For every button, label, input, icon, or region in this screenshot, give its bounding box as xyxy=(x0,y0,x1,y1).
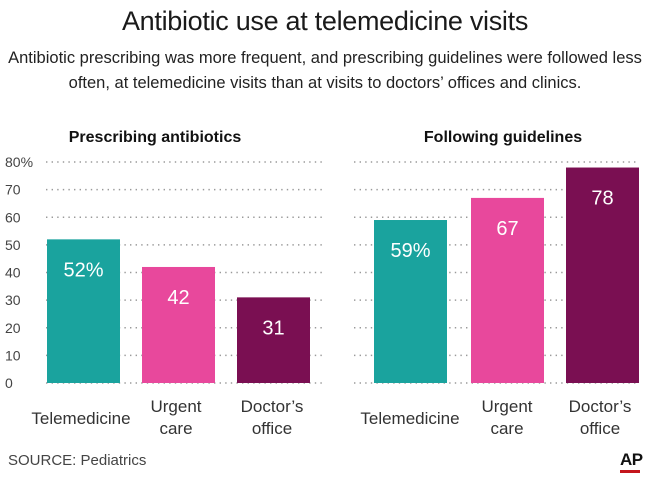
category-label: Urgent care xyxy=(481,397,532,438)
bar-value-label: 78 xyxy=(591,188,613,210)
category-label: Urgent care xyxy=(150,397,201,438)
bar-value-label: 31 xyxy=(262,317,284,339)
chart-title-2: Following guidelines xyxy=(424,129,582,146)
category-label: Doctor’s office xyxy=(241,397,304,438)
y-tick-label: 20 xyxy=(5,320,21,336)
category-label: Doctor’s office xyxy=(569,397,632,438)
bar-1-1 xyxy=(47,239,120,383)
bar-2-2 xyxy=(471,197,544,383)
y-tick-label: 50 xyxy=(5,237,21,253)
page-subtitle: Antibiotic prescribing was more frequent… xyxy=(8,49,642,92)
y-tick-label: 60 xyxy=(5,209,21,225)
chart-title-1: Prescribing antibiotics xyxy=(69,129,242,146)
bar-2-1 xyxy=(374,220,447,383)
y-tick-label: 0 xyxy=(5,375,13,391)
source-note: SOURCE: Pediatrics xyxy=(8,452,147,469)
y-tick-label: 40 xyxy=(5,265,21,281)
bar-1-2 xyxy=(142,266,215,383)
bar-value-label: 59% xyxy=(390,240,430,262)
bar-1-3 xyxy=(237,297,310,383)
bar-value-label: 67 xyxy=(496,218,518,240)
category-label: Telemedicine xyxy=(360,409,459,428)
ap-logo-underline xyxy=(620,470,640,473)
bar-value-label: 52% xyxy=(63,259,103,281)
bar-value-label: 42 xyxy=(167,287,189,309)
y-tick-label: 70 xyxy=(5,182,21,198)
y-tick-label: 80% xyxy=(5,154,33,170)
bar-2-3 xyxy=(566,167,639,383)
category-label: Telemedicine xyxy=(31,409,130,428)
page-title: Antibiotic use at telemedicine visits xyxy=(121,6,529,36)
ap-logo: AP xyxy=(620,450,643,469)
y-tick-label: 30 xyxy=(5,292,21,308)
y-tick-label: 10 xyxy=(5,347,21,363)
